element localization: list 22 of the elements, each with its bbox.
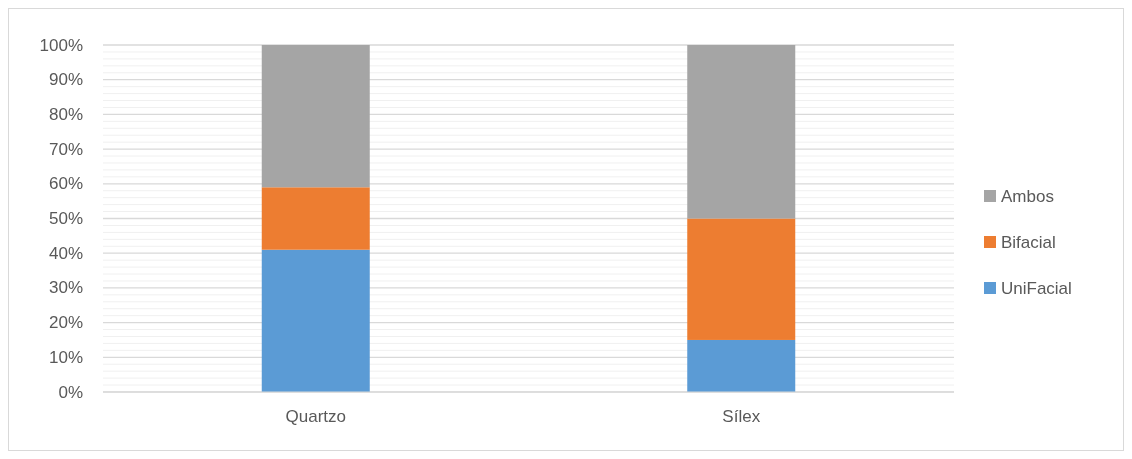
x-tick-label: Sílex: [722, 407, 761, 426]
bar: [261, 249, 370, 392]
y-tick-label: 10%: [48, 347, 83, 367]
legend-label: Bifacial: [1001, 232, 1056, 252]
y-tick-label: 90%: [48, 70, 83, 90]
y-tick-label: 70%: [48, 139, 83, 159]
legend-label: UniFacial: [1001, 278, 1072, 298]
legend-label: Ambos: [1001, 186, 1054, 206]
bar: [261, 45, 370, 188]
y-tick-label: 50%: [48, 209, 83, 228]
y-tick-label: 30%: [48, 278, 83, 298]
y-tick-label: 20%: [48, 313, 83, 333]
y-tick-label: 0%: [58, 382, 83, 402]
bar: [687, 218, 796, 340]
x-tick-label: Quartzo: [285, 407, 346, 426]
y-tick-label: 100%: [39, 35, 83, 55]
y-tick-label: 60%: [48, 174, 83, 194]
bar: [687, 45, 796, 219]
bar: [261, 187, 370, 250]
bar: [687, 339, 796, 392]
y-tick-label: 40%: [48, 243, 83, 263]
y-tick-label: 80%: [48, 104, 83, 124]
